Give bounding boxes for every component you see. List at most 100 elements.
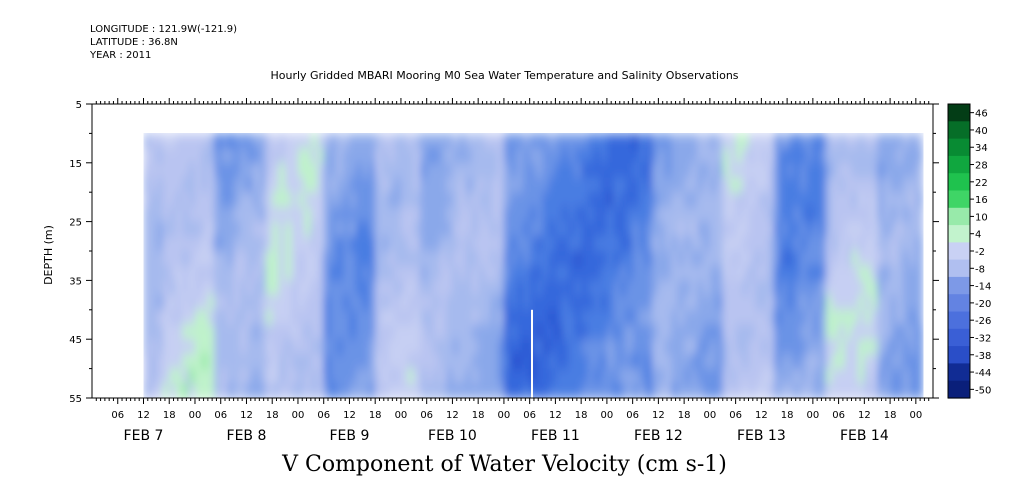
heatmap-cell bbox=[626, 295, 634, 311]
heatmap-cell bbox=[400, 133, 409, 150]
heatmap-cell bbox=[761, 206, 769, 223]
heatmap-cell bbox=[458, 368, 467, 385]
heatmap-cell bbox=[780, 265, 789, 282]
heatmap-cell bbox=[722, 368, 731, 385]
heatmap-cell bbox=[465, 353, 473, 370]
heatmap-cell bbox=[626, 309, 634, 326]
heatmap-cell bbox=[761, 133, 769, 150]
heatmap-cell bbox=[336, 221, 344, 238]
heatmap-cell bbox=[310, 368, 319, 385]
heatmap-cell bbox=[870, 280, 879, 297]
heatmap-cell bbox=[819, 251, 827, 267]
heatmap-cell bbox=[664, 206, 673, 223]
heatmap-cell bbox=[851, 236, 859, 252]
heatmap-cell bbox=[323, 265, 332, 282]
heatmap-cell bbox=[452, 251, 460, 267]
heatmap-cell bbox=[252, 368, 261, 385]
colorbar-bin bbox=[948, 225, 970, 243]
heatmap-cell bbox=[420, 295, 428, 311]
heatmap-cell bbox=[915, 177, 924, 194]
heatmap-cell bbox=[767, 295, 776, 311]
heatmap-cell bbox=[542, 206, 550, 223]
heatmap-cell bbox=[317, 236, 325, 252]
heatmap-cell bbox=[471, 339, 480, 355]
heatmap-cell bbox=[890, 251, 898, 267]
heatmap-cell bbox=[182, 368, 190, 385]
heatmap-cell bbox=[156, 236, 164, 252]
heatmap-cell bbox=[864, 251, 872, 267]
heatmap-cell bbox=[330, 177, 338, 194]
heatmap-cell bbox=[207, 295, 216, 311]
heatmap-cell bbox=[896, 309, 904, 326]
heatmap-cell bbox=[619, 177, 628, 194]
heatmap-cell bbox=[240, 295, 248, 311]
heatmap-cell bbox=[471, 324, 480, 341]
heatmap-cell bbox=[272, 309, 280, 326]
heatmap-cell bbox=[368, 162, 377, 179]
heatmap-cell bbox=[883, 236, 892, 252]
heatmap-cell bbox=[877, 265, 885, 282]
heatmap-cell bbox=[156, 353, 164, 370]
heatmap-cell bbox=[471, 192, 480, 208]
heatmap-cell bbox=[690, 206, 698, 223]
heatmap-cell bbox=[903, 177, 911, 194]
heatmap-cell bbox=[606, 265, 615, 282]
heatmap-cell bbox=[214, 339, 222, 355]
heatmap-cell bbox=[285, 383, 293, 398]
heatmap-cell bbox=[207, 192, 216, 208]
heatmap-cell bbox=[516, 324, 525, 341]
heatmap-cell bbox=[252, 192, 261, 208]
heatmap-cell bbox=[780, 295, 789, 311]
heatmap-cell bbox=[503, 280, 512, 297]
heatmap-cell bbox=[343, 133, 351, 150]
heatmap-cell bbox=[825, 206, 834, 223]
heatmap-cell bbox=[310, 148, 319, 164]
heatmap-cell bbox=[812, 353, 821, 370]
heatmap-cell bbox=[220, 353, 229, 370]
heatmap-cell bbox=[394, 353, 402, 370]
heatmap-cell bbox=[851, 206, 859, 223]
heatmap-cell bbox=[503, 309, 512, 326]
x-date-label: FEB 13 bbox=[737, 428, 786, 444]
heatmap-cell bbox=[439, 295, 447, 311]
heatmap-cell bbox=[568, 383, 576, 398]
heatmap-cell bbox=[478, 133, 486, 150]
heatmap-cell bbox=[652, 133, 660, 150]
heatmap-cell bbox=[381, 177, 389, 194]
heatmap-cell bbox=[188, 339, 196, 355]
heatmap-cell bbox=[201, 133, 209, 150]
heatmap-cell bbox=[362, 221, 370, 238]
heatmap-cell bbox=[220, 133, 229, 150]
heatmap-cell bbox=[523, 192, 531, 208]
heatmap-cell bbox=[265, 339, 274, 355]
heatmap-cell bbox=[613, 324, 621, 341]
heatmap-cell bbox=[606, 309, 615, 326]
heatmap-cell bbox=[561, 177, 570, 194]
heatmap-cell bbox=[336, 339, 344, 355]
heatmap-cell bbox=[227, 309, 235, 326]
heatmap-cell bbox=[388, 148, 396, 164]
heatmap-cell bbox=[317, 353, 325, 370]
heatmap-cell bbox=[606, 353, 615, 370]
heatmap-cell bbox=[709, 383, 718, 398]
heatmap-cell bbox=[549, 162, 557, 179]
heatmap-cell bbox=[355, 192, 364, 208]
heatmap-cell bbox=[516, 192, 525, 208]
heatmap-cell bbox=[458, 280, 467, 297]
heatmap-cell bbox=[523, 295, 531, 311]
heatmap-cell bbox=[207, 353, 216, 370]
heatmap-cell bbox=[832, 309, 840, 326]
heatmap-cell bbox=[722, 324, 731, 341]
heatmap-cell bbox=[909, 221, 917, 238]
heatmap-cell bbox=[819, 368, 827, 385]
heatmap-cell bbox=[600, 177, 608, 194]
heatmap-cell bbox=[877, 206, 885, 223]
heatmap-cell bbox=[471, 221, 480, 238]
heatmap-cell bbox=[439, 133, 447, 150]
heatmap-cell bbox=[169, 236, 177, 252]
heatmap-cell bbox=[252, 206, 261, 223]
heatmap-cell bbox=[265, 383, 274, 398]
heatmap-cell bbox=[664, 309, 673, 326]
heatmap-cell bbox=[182, 192, 190, 208]
heatmap-cell bbox=[549, 221, 557, 238]
